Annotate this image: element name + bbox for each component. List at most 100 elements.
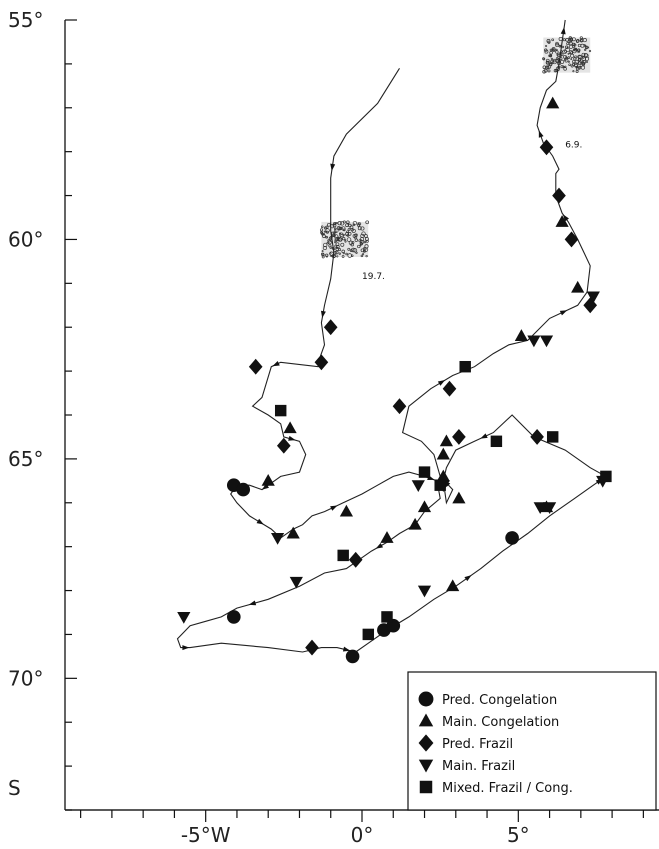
ice-floe-dot: [560, 64, 564, 69]
track-arrow: [538, 130, 544, 138]
legend-label: Main. Frazil: [442, 759, 515, 774]
ice-floe-dot: [575, 39, 580, 43]
y-tick-label: S: [8, 776, 21, 800]
ice-floe-dot: [337, 237, 343, 242]
ice-floe-dot: [349, 225, 354, 230]
ice-floe-dot: [354, 233, 358, 237]
legend-label: Main. Congelation: [442, 715, 559, 730]
ice-floe-dot: [360, 254, 364, 258]
diamond-marker: [276, 437, 291, 454]
ice-floe-dot: [332, 222, 336, 226]
triangle-marker: [514, 329, 528, 341]
ice-floe-dot: [346, 233, 350, 237]
axis-tick-labels: 55° 60° 65° 70° S -5°W 0° 5°: [8, 8, 530, 847]
ice-floe-dot: [579, 36, 583, 40]
triangle-down-marker: [289, 576, 303, 589]
ice-floe-dot: [584, 44, 587, 48]
ice-floe-dot: [339, 234, 345, 239]
ice-floe-dot: [347, 228, 351, 231]
ice-floe-dot: [547, 69, 551, 73]
x-tick-label: 0°: [351, 823, 374, 847]
legend: Pred. Congelation Main. Congelation Pred. …: [407, 671, 657, 811]
ice-floe-dot: [555, 48, 558, 51]
square-marker: [418, 466, 431, 478]
date-annotation: 19.7.: [362, 272, 385, 282]
legend-square-marker: [419, 780, 433, 794]
ice-floe-dot: [572, 70, 575, 73]
track-arrow: [272, 360, 280, 367]
ice-floe-dot: [584, 48, 587, 52]
ice-floe-dot: [336, 255, 339, 258]
ice-floe-dot: [549, 51, 553, 55]
ice-floe-dot: [365, 220, 370, 225]
ice-floe-dot: [345, 252, 348, 256]
circle-marker: [505, 531, 519, 545]
triangle-marker: [436, 469, 450, 482]
ice-floe-dot: [584, 53, 589, 58]
ice-floe-dot: [338, 252, 341, 255]
ice-floe-dot: [563, 67, 567, 71]
ice-floe-dot: [335, 246, 339, 250]
ice-floe-dot: [582, 56, 585, 59]
diamond-marker: [530, 428, 544, 445]
ice-floe-dot: [346, 220, 350, 225]
ice-floe-dot: [582, 59, 587, 64]
ice-floe-dot: [332, 223, 337, 228]
diamond-marker: [539, 139, 554, 156]
legend-diamond-marker: [418, 734, 434, 752]
diamond-marker: [392, 398, 407, 415]
triangle-down-marker: [417, 585, 432, 598]
ice-floe-dot: [577, 58, 581, 62]
square-marker: [362, 628, 375, 641]
triangle-marker: [283, 421, 297, 434]
ice-floe-dot: [334, 250, 339, 255]
ice-floe-dot: [576, 48, 581, 53]
square-marker: [337, 549, 349, 562]
x-tick-label: -5°W: [181, 823, 231, 847]
track-arrow: [437, 380, 446, 386]
ice-floe-dot: [364, 234, 368, 238]
track-arrow: [320, 310, 326, 319]
ice-floe-dot: [574, 48, 578, 52]
ice-floe-dot: [363, 240, 367, 244]
ice-floe-dot: [558, 45, 561, 48]
triangle-marker: [446, 579, 460, 592]
triangle-down-marker: [539, 335, 554, 348]
track-line: [176, 19, 607, 653]
ice-floe-dot: [325, 253, 329, 257]
ice-floe-dot: [550, 57, 554, 61]
ice-floe-dot: [567, 52, 570, 55]
ice-floe-dot: [357, 244, 361, 249]
track-arrow: [248, 600, 257, 606]
ice-floe-dot: [566, 57, 569, 60]
legend-label: Pred. Frazil: [442, 737, 513, 752]
ice-floe-dot: [548, 62, 553, 67]
ice-floe-dot: [551, 47, 554, 51]
ice-floe-dot: [321, 253, 325, 257]
track-arrow: [464, 575, 472, 582]
ice-floe-dot: [587, 46, 590, 49]
ice-floe-dot: [341, 226, 346, 231]
ice-floe-dot: [320, 252, 325, 256]
track-arrow: [261, 483, 269, 490]
ice-floe-dot: [566, 46, 569, 49]
ice-floe-dot: [561, 45, 565, 49]
legend-circle-marker: [418, 691, 434, 707]
ice-floe-dot: [335, 242, 340, 247]
ice-floe-dot: [572, 45, 576, 48]
ice-floe-dot: [567, 60, 570, 63]
ice-floe-dot: [578, 61, 583, 66]
ice-floe-dot: [319, 228, 324, 232]
sample-markers: [177, 96, 612, 664]
ice-floe-dot: [542, 69, 546, 74]
ice-floe-dot: [361, 231, 366, 236]
x-tick-label: 5°: [507, 823, 530, 847]
ice-floe-dot: [336, 226, 341, 230]
ice-floe-dot: [573, 57, 577, 61]
ice-floe-dot: [584, 46, 588, 49]
ice-floe-dot: [325, 225, 329, 229]
ice-floe-dot: [545, 44, 548, 48]
ice-floe-dot: [325, 235, 328, 239]
track-arrow: [559, 310, 568, 316]
